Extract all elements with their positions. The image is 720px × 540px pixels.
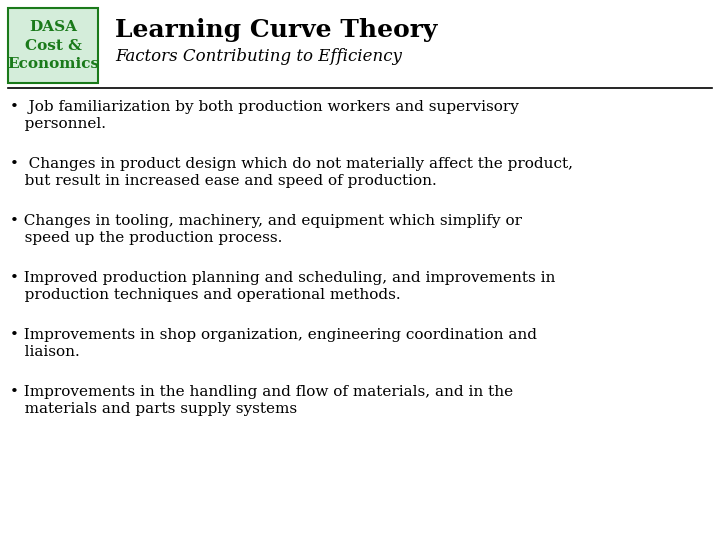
Text: •  Job familiarization by both production workers and supervisory
   personnel.: • Job familiarization by both production… — [10, 100, 519, 131]
Text: DASA
Cost &
Economics: DASA Cost & Economics — [7, 20, 99, 71]
FancyBboxPatch shape — [8, 8, 98, 83]
Text: Learning Curve Theory: Learning Curve Theory — [115, 18, 437, 42]
Text: • Improvements in shop organization, engineering coordination and
   liaison.: • Improvements in shop organization, eng… — [10, 328, 537, 359]
Text: • Improvements in the handling and flow of materials, and in the
   materials an: • Improvements in the handling and flow … — [10, 385, 513, 416]
Text: • Improved production planning and scheduling, and improvements in
   production: • Improved production planning and sched… — [10, 271, 555, 302]
Text: •  Changes in product design which do not materially affect the product,
   but : • Changes in product design which do not… — [10, 157, 573, 188]
Text: Factors Contributing to Efficiency: Factors Contributing to Efficiency — [115, 48, 402, 65]
Text: • Changes in tooling, machinery, and equipment which simplify or
   speed up the: • Changes in tooling, machinery, and equ… — [10, 214, 522, 245]
